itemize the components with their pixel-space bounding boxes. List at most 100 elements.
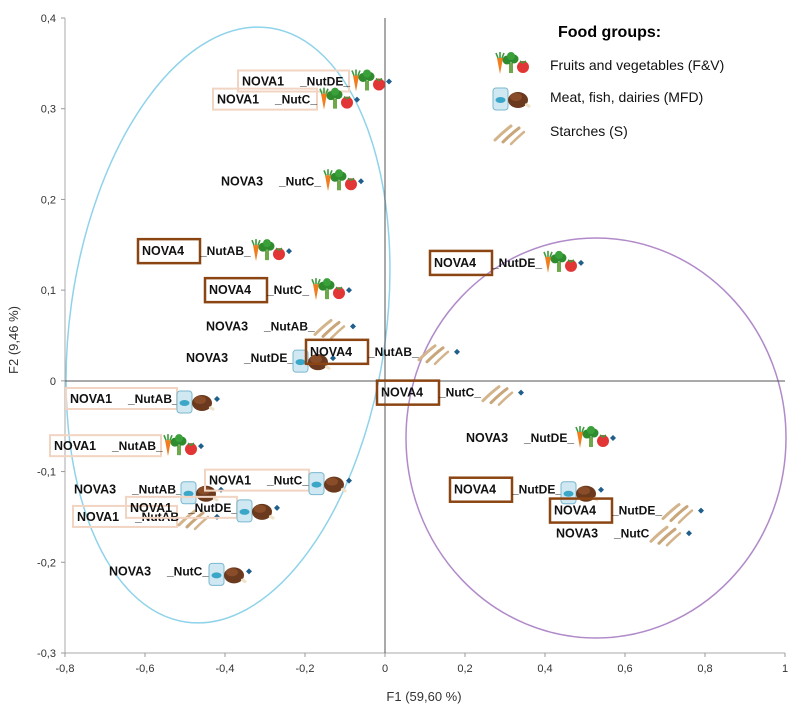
point-label-20: NOVA3 _NutC xyxy=(556,525,682,547)
point-label-13: NOVA3 _NutC_ xyxy=(109,562,247,586)
meat-fish-dairy-icon xyxy=(176,390,215,414)
point-label-suffix: _NutAB_ xyxy=(131,483,183,497)
fruit-vegetable-icon xyxy=(575,426,609,449)
data-point xyxy=(286,248,292,255)
point-label-suffix: _NutC_ xyxy=(266,474,309,488)
point-label-1: NOVA1 _NutC_ xyxy=(212,87,353,111)
x-tick-label: 1 xyxy=(782,663,788,675)
point-label-suffix: _NutAB_ xyxy=(111,439,163,453)
point-label-nova: NOVA3 xyxy=(221,174,263,188)
point-label-7: NOVA1 _NutAB_ xyxy=(65,387,215,414)
y-axis-title: F2 (9,46 %) xyxy=(6,306,21,374)
point-label-4: NOVA4 _NutC_ xyxy=(203,276,345,304)
point-label-suffix: _NutC_ xyxy=(166,564,209,578)
fruit-vegetable-icon xyxy=(543,250,577,273)
point-label-suffix: _NutC_ xyxy=(266,283,309,297)
point-label-16: NOVA4 _NutC_ xyxy=(375,379,514,406)
data-point xyxy=(578,259,584,266)
point-label-nova: NOVA1 xyxy=(130,501,172,515)
x-tick-labels: -0,8 -0,6 -0,4 -0,2 0 0,2 0,4 0,6 0,8 1 xyxy=(56,653,788,675)
point-label-3: NOVA4 _NutAB_ xyxy=(136,237,285,265)
nova-box-dark xyxy=(203,276,269,304)
point-label-nova: NOVA4 xyxy=(310,345,352,359)
point-label-suffix: _NutDE_ xyxy=(187,501,238,515)
x-tick-label: 0,2 xyxy=(457,663,472,675)
cluster-ellipses xyxy=(65,26,787,639)
point-label-nova: NOVA4 xyxy=(209,283,251,297)
point-label-nova: NOVA1 xyxy=(70,392,112,406)
nova-box-dark xyxy=(375,379,441,406)
meat-fish-dairy-icon xyxy=(308,472,347,496)
data-point xyxy=(698,507,704,514)
meat-fish-dairy-icon xyxy=(492,87,531,111)
point-label-suffix: _NutC_ xyxy=(438,386,481,400)
x-tick-label: -0,6 xyxy=(136,663,155,675)
fruit-vegetable-icon xyxy=(319,87,353,110)
data-point xyxy=(386,78,392,85)
point-label-nova: NOVA1 xyxy=(217,93,259,107)
point-label-6: NOVA3 _NutDE_ xyxy=(186,349,331,373)
starch-icon xyxy=(493,124,526,146)
data-point xyxy=(686,530,692,537)
nova-box-dark xyxy=(548,497,614,524)
point-label-suffix: _NutDE_ xyxy=(243,351,294,365)
data-point xyxy=(454,348,460,355)
x-tick-label: 0,4 xyxy=(537,663,552,675)
data-point xyxy=(274,504,280,511)
point-label-nova: NOVA4 xyxy=(454,483,496,497)
meat-fish-dairy-icon xyxy=(560,481,599,505)
point-label-suffix: _NutAB_ xyxy=(367,345,419,359)
point-label-14: NOVA4 _NutDE_ xyxy=(428,249,577,277)
point-label-2: NOVA3 _NutC_ xyxy=(221,169,357,192)
x-tick-label: -0,8 xyxy=(56,663,75,675)
point-label-nova: NOVA1 xyxy=(77,510,119,524)
point-label-nova: NOVA3 xyxy=(109,564,151,578)
cluster-ellipse-right xyxy=(405,237,787,639)
data-point xyxy=(330,355,336,362)
y-tick-label: 0,4 xyxy=(41,13,56,25)
data-point xyxy=(358,178,364,185)
meat-fish-dairy-icon xyxy=(208,562,247,586)
data-point xyxy=(198,443,204,450)
y-tick-label: 0 xyxy=(50,376,56,388)
point-label-suffix: _NutAB_ xyxy=(263,319,315,333)
y-tick-label: -0,2 xyxy=(37,557,56,569)
point-labels: NOVA1 _NutDE_ NOVA1 _NutC_ NOVA3 _NutC_ NOVA4 _… xyxy=(49,69,694,586)
y-tick-label: 0,1 xyxy=(41,285,56,297)
point-label-suffix: _NutDE_ xyxy=(511,483,562,497)
point-label-nova: NOVA3 xyxy=(186,351,228,365)
x-tick-label: 0,8 xyxy=(697,663,712,675)
point-label-suffix: _NutAB_ xyxy=(199,244,251,258)
x-tick-label: 0 xyxy=(382,663,388,675)
data-point xyxy=(346,287,352,294)
point-label-nova: NOVA4 xyxy=(554,504,596,518)
data-point xyxy=(246,568,252,575)
legend-item-s: Starches (S) xyxy=(493,123,628,146)
data-point xyxy=(214,396,220,402)
legend: Food groups: Fruits and vegetables (F&V)… xyxy=(492,24,724,146)
data-point xyxy=(610,435,616,442)
fruit-vegetable-icon xyxy=(351,69,385,92)
fruit-vegetable-icon xyxy=(251,239,285,262)
nova-box-dark xyxy=(136,237,202,265)
x-tick-label: -0,2 xyxy=(296,663,315,675)
nova-box-dark xyxy=(304,338,370,366)
point-label-suffix: _NutC_ xyxy=(278,174,321,188)
data-point xyxy=(598,486,604,493)
cluster-ellipse-left xyxy=(65,26,391,624)
point-label-suffix: _NutDE_ xyxy=(299,75,350,89)
fruit-vegetable-icon xyxy=(311,278,345,301)
point-label-8: NOVA1 _NutAB_ xyxy=(49,434,197,458)
point-label-5: NOVA3 _NutAB_ xyxy=(206,318,346,340)
nova-box-light xyxy=(212,87,318,111)
point-label-nova: NOVA4 xyxy=(434,256,476,270)
fruit-vegetable-icon xyxy=(323,169,357,192)
point-label-suffix: _NutDE_ xyxy=(611,504,662,518)
nova-box-light xyxy=(49,434,162,458)
point-label-10: NOVA1 _NutC_ xyxy=(204,468,347,496)
axes xyxy=(64,18,785,654)
x-tick-label: 0,6 xyxy=(617,663,632,675)
legend-item-mfd: Meat, fish, dairies (MFD) xyxy=(492,87,703,111)
starch-icon xyxy=(661,503,694,524)
